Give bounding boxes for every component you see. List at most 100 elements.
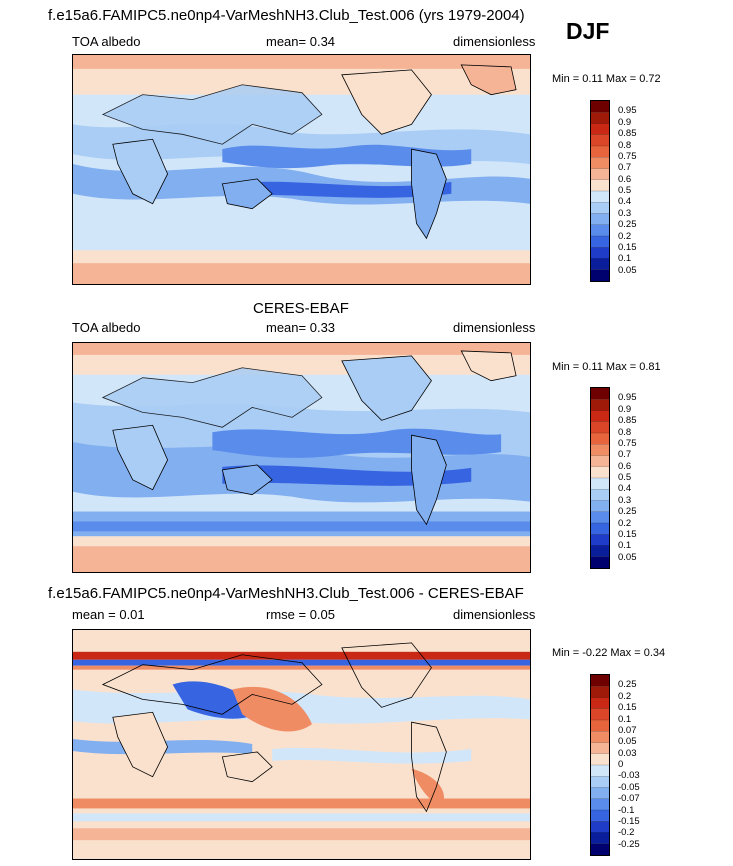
colorbar-swatch <box>591 236 609 248</box>
colorbar-swatch <box>591 500 609 512</box>
colorbar-tick-label: -0.07 <box>618 793 640 805</box>
colorbar-swatch <box>591 258 609 270</box>
panel2-title: CERES-EBAF <box>253 300 349 317</box>
colorbar-tick-label: 0.4 <box>618 196 632 208</box>
colorbar-tick-label: -0.03 <box>618 770 640 782</box>
panel3-map-svg <box>73 630 530 859</box>
colorbar-swatch <box>591 157 609 169</box>
colorbar-tick-label: -0.15 <box>618 815 640 827</box>
colorbar-tick-label: 0.3 <box>618 494 632 506</box>
colorbar-swatch <box>591 545 609 557</box>
colorbar-tick-label: 0.05 <box>618 736 637 748</box>
colorbar-swatch <box>591 112 609 124</box>
colorbar-tick-label: 0.15 <box>618 528 637 540</box>
colorbar-swatch <box>591 101 609 113</box>
colorbar-swatch <box>591 534 609 546</box>
panel3-center-label: rmse = 0.05 <box>266 607 336 622</box>
colorbar-tick-label: 0.5 <box>618 472 632 483</box>
panel1-mean-label: mean= 0.34 <box>266 34 336 49</box>
panel3-title: f.e15a6.FAMIPC5.ne0np4-VarMeshNH3.Club_T… <box>48 585 524 602</box>
colorbar-tick-label: -0.25 <box>618 838 640 850</box>
colorbar-swatch <box>591 269 609 281</box>
colorbar-tick-label: 0.95 <box>618 392 637 404</box>
colorbar-swatch <box>591 455 609 467</box>
colorbar-tick-label: 0.25 <box>618 679 637 691</box>
colorbar-swatch <box>591 134 609 146</box>
colorbar-swatch <box>591 556 609 568</box>
colorbar-swatch <box>591 433 609 445</box>
colorbar-swatch <box>591 410 609 422</box>
colorbar-swatch <box>591 444 609 456</box>
colorbar-tick-label: 0.15 <box>618 241 637 253</box>
colorbar-swatch <box>591 776 609 788</box>
colorbar-tick-label: 0.9 <box>618 403 632 415</box>
colorbar-tick-label: -0.05 <box>618 781 640 793</box>
colorbar-tick-label: 0.85 <box>618 415 637 427</box>
colorbar-tick-label: 0.8 <box>618 139 632 151</box>
panel1-colorbar-svg <box>591 101 609 281</box>
panel1-title: f.e15a6.FAMIPC5.ne0np4-VarMeshNH3.Club_T… <box>48 7 525 24</box>
colorbar-swatch <box>591 388 609 400</box>
panel1-minmax: Min = 0.11 Max = 0.72 <box>552 73 661 85</box>
colorbar-tick-label: 0 <box>618 759 624 770</box>
colorbar-tick-label: -0.2 <box>618 827 635 839</box>
panel2-units-label: dimensionless <box>453 320 536 335</box>
colorbar-swatch <box>591 168 609 180</box>
panel1-colorbar <box>590 100 610 282</box>
colorbar-tick-label: 0.1 <box>618 713 632 725</box>
colorbar-swatch <box>591 247 609 259</box>
colorbar-tick-label: 0.7 <box>618 449 632 461</box>
colorbar-swatch <box>591 843 609 855</box>
colorbar-swatch <box>591 686 609 698</box>
colorbar-tick-label: 0.75 <box>618 150 637 162</box>
panel3-left-label: mean = 0.01 <box>72 607 145 622</box>
colorbar-tick-label: 0.5 <box>618 185 632 196</box>
colorbar-tick-label: -0.1 <box>618 804 635 816</box>
colorbar-tick-label: 0.2 <box>618 230 632 242</box>
colorbar-tick-label: 0.03 <box>618 747 637 759</box>
colorbar-swatch <box>591 810 609 822</box>
panel2-colorbar <box>590 387 610 569</box>
panel2-colorbar-svg <box>591 388 609 568</box>
colorbar-tick-label: 0.1 <box>618 253 632 265</box>
colorbar-swatch <box>591 697 609 709</box>
colorbar-tick-label: 0.8 <box>618 426 632 438</box>
colorbar-swatch <box>591 511 609 523</box>
colorbar-swatch <box>591 523 609 535</box>
colorbar-swatch <box>591 466 609 478</box>
panel2-mean-label: mean= 0.33 <box>266 320 336 335</box>
panel2-left-label: TOA albedo <box>72 320 141 335</box>
season-label: DJF <box>566 18 610 44</box>
colorbar-tick-label: 0.25 <box>618 219 637 231</box>
panel3-map <box>72 629 531 860</box>
panel1-map-svg <box>73 55 530 284</box>
colorbar-swatch <box>591 123 609 135</box>
colorbar-tick-label: 0.6 <box>618 460 632 472</box>
panel2-minmax: Min = 0.11 Max = 0.81 <box>552 361 661 373</box>
panel3-colorbar-svg <box>591 675 609 855</box>
colorbar-tick-label: 0.05 <box>618 264 637 276</box>
colorbar-tick-label: 0.85 <box>618 128 637 140</box>
colorbar-swatch <box>591 742 609 754</box>
colorbar-tick-label: 0.07 <box>618 724 637 736</box>
colorbar-tick-label: 0.25 <box>618 506 637 518</box>
colorbar-swatch <box>591 731 609 743</box>
colorbar-swatch <box>591 787 609 799</box>
panel2-map-svg <box>73 343 530 572</box>
panel2-map <box>72 342 531 573</box>
colorbar-swatch <box>591 753 609 765</box>
colorbar-swatch <box>591 421 609 433</box>
colorbar-swatch <box>591 399 609 411</box>
colorbar-tick-label: 0.05 <box>618 551 637 563</box>
panel1-units-label: dimensionless <box>453 34 536 49</box>
panel3-colorbar <box>590 674 610 856</box>
colorbar-tick-label: 0.7 <box>618 162 632 174</box>
colorbar-swatch <box>591 478 609 490</box>
colorbar-tick-label: 0.75 <box>618 437 637 449</box>
colorbar-swatch <box>591 224 609 236</box>
colorbar-tick-label: 0.2 <box>618 517 632 529</box>
panel3-minmax: Min = -0.22 Max = 0.34 <box>552 647 666 659</box>
colorbar-swatch <box>591 720 609 732</box>
colorbar-swatch <box>591 191 609 203</box>
colorbar-swatch <box>591 708 609 720</box>
